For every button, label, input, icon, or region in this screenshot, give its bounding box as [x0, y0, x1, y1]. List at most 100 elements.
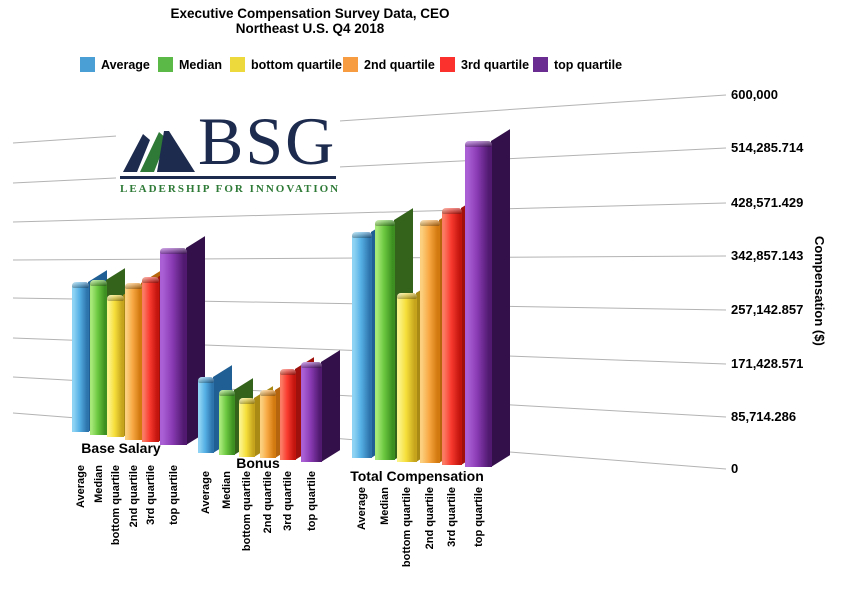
bar-top-cap: [90, 280, 107, 286]
bar-front-face: [107, 295, 124, 437]
y-tick-5: 171,428.571: [731, 356, 804, 371]
bsg-logo: BSG LEADERSHIP FOR INNOVATION: [116, 103, 341, 196]
legend-swatch-bottom-quartile: [230, 57, 245, 73]
bar-top-cap: [352, 232, 372, 238]
legend-label-bottom-quartile: bottom quartile: [251, 57, 342, 72]
category-label-total-compensation-average: Average: [356, 487, 368, 531]
bar-bonus-3rd-quartile: [280, 357, 315, 460]
bsg-logo-tagline: LEADERSHIP FOR INNOVATION: [120, 183, 341, 195]
bar-front-face: [239, 398, 255, 457]
bar-top-cap: [219, 390, 235, 396]
legend-swatch-average: [80, 57, 95, 73]
y-tick-3: 342,857.143: [731, 248, 804, 263]
bar-bonus-2nd-quartile: [260, 378, 295, 458]
category-label-total-compensation-2nd-quartile: 2nd quartile: [424, 487, 436, 550]
bar-front-face: [90, 280, 107, 435]
bar-front-face: [198, 377, 214, 453]
legend-label-top-quartile: top quartile: [554, 57, 623, 72]
bar-top-cap: [465, 141, 492, 147]
bsg-logo-mountain-icon: [123, 131, 195, 172]
bar-front-face: [375, 220, 395, 460]
chart-title-line1: Executive Compensation Survey Data, CEO: [170, 6, 450, 21]
bar-bonus-average: [198, 365, 233, 453]
chart-canvas: Executive Compensation Survey Data, CEO …: [12, 6, 827, 568]
group-label-bonus: Bonus: [236, 455, 280, 471]
bar-top-cap: [72, 282, 89, 288]
legend-item-3rd-quartile: 3rd quartile: [440, 56, 530, 73]
legend-swatch-2nd-quartile: [343, 57, 358, 73]
legend-label-median: Median: [179, 57, 223, 72]
bar-front-face: [142, 277, 159, 442]
bar-front-face: [72, 282, 89, 432]
bar-base-salary-2nd-quartile: [125, 271, 161, 440]
bar-top-cap: [375, 220, 395, 226]
bar-total-compensation-bottom-quartile: [397, 281, 436, 462]
y-tick-7: 0: [731, 461, 739, 476]
category-label-base-salary-average: Average: [74, 465, 87, 509]
y-tick-4: 257,142.857: [731, 302, 804, 317]
legend-swatch-3rd-quartile: [440, 57, 455, 73]
bar-front-face: [352, 232, 372, 458]
bar-top-cap: [198, 377, 214, 383]
bar-top-cap: [107, 295, 124, 301]
y-tick-0: 600,000: [731, 87, 778, 102]
y-axis-title: Compensation ($): [812, 236, 827, 346]
category-label-base-salary-median: Median: [92, 465, 105, 503]
bar-base-salary-average: [72, 270, 108, 432]
category-label-bonus-average: Average: [200, 471, 212, 515]
legend-item-median: Median: [158, 56, 223, 73]
bar-top-cap: [280, 369, 296, 375]
bar-front-face: [219, 390, 235, 455]
bar-front-face: [465, 141, 492, 467]
bar-side-face: [321, 350, 340, 462]
category-label-bonus-median: Median: [221, 471, 233, 509]
legend-item-average: Average: [80, 56, 150, 73]
y-tick-6: 85,714.286: [731, 409, 797, 424]
bar-top-cap: [442, 208, 462, 214]
legend-item-2nd-quartile: 2nd quartile: [343, 56, 435, 73]
bar-base-salary-3rd-quartile: [142, 265, 178, 442]
bar-bonus-median: [219, 378, 254, 455]
bar-front-face: [260, 390, 276, 458]
category-label-total-compensation-3rd-quartile: 3rd quartile: [446, 487, 458, 547]
bar-total-compensation-average: [352, 220, 391, 458]
legend-swatch-median: [158, 57, 173, 73]
category-label-total-compensation-median: Median: [379, 487, 391, 525]
legend-item-top-quartile: top quartile: [533, 56, 623, 73]
category-label-bonus-2nd-quartile: 2nd quartile: [262, 471, 274, 534]
bar-front-face: [125, 283, 142, 440]
bar-total-compensation-median: [375, 208, 414, 460]
bar-front-face: [301, 362, 322, 462]
y-tick-2: 428,571.429: [731, 195, 804, 210]
legend-label-average: Average: [101, 57, 150, 72]
category-label-bonus-top-quartile: top quartile: [305, 471, 318, 531]
legend-swatch-top-quartile: [533, 57, 548, 73]
bar-front-face: [397, 293, 417, 462]
chart-title-line2: Northeast U.S. Q4 2018: [235, 21, 385, 36]
y-tick-1: 514,285.714: [731, 140, 804, 155]
group-label-total-compensation: Total Compensation: [350, 468, 484, 484]
bar-front-face: [442, 208, 462, 465]
bar-bonus-bottom-quartile: [239, 386, 274, 457]
bar-base-salary-top-quartile: [160, 236, 206, 445]
bar-front-face: [160, 248, 187, 445]
bar-top-cap: [397, 293, 417, 299]
group-label-base-salary: Base Salary: [81, 440, 161, 456]
bar-total-compensation-3rd-quartile: [442, 196, 481, 465]
category-label-base-salary-top-quartile: top quartile: [167, 465, 180, 525]
bar-bonus-top-quartile: [301, 350, 341, 462]
category-label-base-salary-2nd-quartile: 2nd quartile: [127, 465, 140, 528]
category-label-base-salary-3rd-quartile: 3rd quartile: [144, 465, 157, 525]
legend-item-bottom-quartile: bottom quartile: [230, 56, 342, 73]
legend-label-3rd-quartile: 3rd quartile: [461, 57, 530, 72]
category-label-total-compensation-top-quartile: top quartile: [472, 487, 485, 547]
bar-top-cap: [125, 283, 142, 289]
bsg-logo-rule: [120, 176, 336, 179]
category-label-total-compensation-bottom-quartile: bottom quartile: [401, 487, 413, 568]
bar-base-salary-median: [90, 268, 126, 435]
bar-total-compensation-top-quartile: [465, 129, 511, 467]
bsg-logo-text: BSG: [198, 103, 337, 179]
chart-title: Executive Compensation Survey Data, CEO …: [60, 6, 560, 36]
bar-front-face: [280, 369, 296, 460]
bar-base-salary-bottom-quartile: [107, 283, 143, 437]
